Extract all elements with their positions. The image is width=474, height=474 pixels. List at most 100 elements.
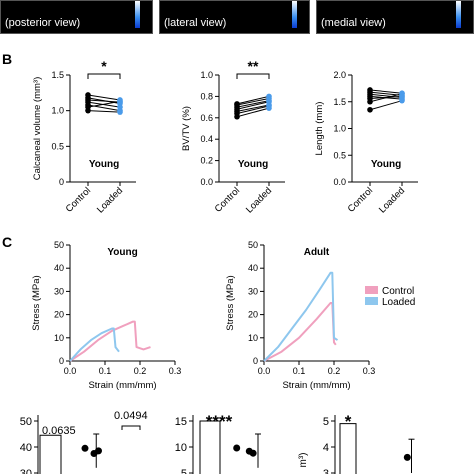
x-tick-label: 0.0 [258,366,271,376]
series-loaded [69,327,120,362]
group-label: Young [89,159,119,170]
stress-ytick-label: 40 [54,263,64,273]
pair-line [236,105,270,115]
paired-ytick-label: 0 [59,177,64,187]
paired-plot-1: 0.0 0.2 0.4 0.6 0.8 1.0 BV/TV (%) Control Loaded… [181,58,285,216]
paired-ytick-label: 1.0 [200,70,213,80]
y-axis-label: Calcaneal volume (mm³) [32,77,43,180]
stress-ytick-label: 10 [54,333,64,343]
x-tick-label: 0.3 [363,366,376,376]
medial-view-image: (medial view) [316,0,474,34]
plot-title: Adult [304,247,330,258]
data-point [233,444,241,452]
bar-plot-1: 5 10 15 **** [175,412,261,474]
y-tick-label: 10 [175,442,187,454]
data-point [81,444,89,452]
group-label: Young [238,159,268,170]
x-axis-label: Strain (mm/mm) [88,380,156,391]
paired-ytick-label: 0.0 [333,177,346,187]
stress-ytick-label: 50 [54,240,64,250]
bar [199,420,221,474]
x-tick-label: 0.2 [328,366,341,376]
stress-ytick-label: 0 [253,356,258,366]
stress-ytick-label: 30 [54,286,64,296]
y-tick-label: 40 [20,442,32,454]
pair-line [87,110,121,113]
pair-line [369,89,403,94]
x-tick-label: Loaded [377,185,407,215]
x-tick-label: 0.3 [169,366,182,376]
y-tick-label: 5 [323,416,329,428]
bar [39,434,62,474]
paired-ytick-label: 0.8 [200,91,213,101]
legend-loaded-label: Loaded [382,297,415,308]
x-tick-label: Control [64,185,93,214]
panel-b-letter: B [2,51,12,67]
y-axis-label: m³) [298,453,309,468]
loaded-point [266,105,272,111]
paired-ytick-label: 0.0 [200,177,213,187]
pair-line [236,100,270,108]
stress-ytick-label: 50 [248,240,258,250]
panel-c-letter: C [2,234,12,250]
data-point [403,453,411,461]
y-tick-label: 50 [20,416,32,428]
stress-ytick-label: 40 [248,263,258,273]
stress-ytick-label: 10 [248,333,258,343]
x-tick-label: 0.2 [134,366,147,376]
paired-ytick-label: 1.0 [51,106,64,116]
lateral-view-caption: (lateral view) [164,17,227,29]
y-tick-label: 5 [181,468,187,474]
lateral-colorbar [292,1,297,28]
posterior-view-image: (posterior view) [0,0,153,34]
bar-plot-0: 30 40 50 0.0635 0.0494 [20,410,148,474]
stress-ytick-label: 30 [248,286,258,296]
x-tick-label: 0.0 [64,366,77,376]
significance-stars: **** [206,412,233,431]
significance-bracket [87,73,121,79]
x-tick-label: 0.1 [99,366,112,376]
legend-loaded-swatch [365,297,378,305]
y-tick-label: 3 [323,468,329,474]
y-tick-label: 15 [175,416,187,428]
paired-ytick-label: 0.6 [200,113,213,123]
y-tick-label: 30 [20,468,32,474]
pair-line [236,107,270,118]
y-axis-label: Length (mm) [314,102,325,156]
posterior-colorbar [135,1,140,28]
medial-colorbar [456,1,461,28]
medial-view-caption: (medial view) [321,17,386,29]
pair-line [87,100,121,108]
posterior-view-caption: (posterior view) [5,17,81,29]
control-point [234,113,240,120]
bar [339,423,357,474]
loaded-point [117,109,123,115]
legend: Control Loaded [365,286,415,308]
control-point [367,98,373,105]
pair-line [236,101,270,110]
significance-bracket [121,425,141,430]
pair-line [87,94,121,101]
loaded-point [399,90,405,97]
loaded-point [266,93,272,100]
stress-ytick-label: 20 [54,310,64,320]
lateral-view-image: (lateral view) [159,0,310,34]
p-value-annotation: 0.0635 [42,425,76,437]
x-tick-label: 0.1 [293,366,306,376]
loaded-point [117,98,123,105]
x-tick-label: Loaded [244,185,274,215]
stress-ytick-label: 0 [59,356,64,366]
paired-ytick-label: 0.4 [200,134,213,144]
y-axis-label: BV/TV (%) [181,106,192,151]
y-tick-label: 4 [323,442,329,454]
significance-stars: ** [248,58,259,74]
loaded-point [399,97,405,104]
group-label: Young [371,159,401,170]
pair-line [236,98,270,106]
stress-ytick-label: 20 [248,310,258,320]
paired-ytick-label: 1.5 [333,97,346,107]
paired-plot-0: 0 0.5 1.0 1.5 Calcaneal volume (mm³) Control L… [32,58,136,216]
